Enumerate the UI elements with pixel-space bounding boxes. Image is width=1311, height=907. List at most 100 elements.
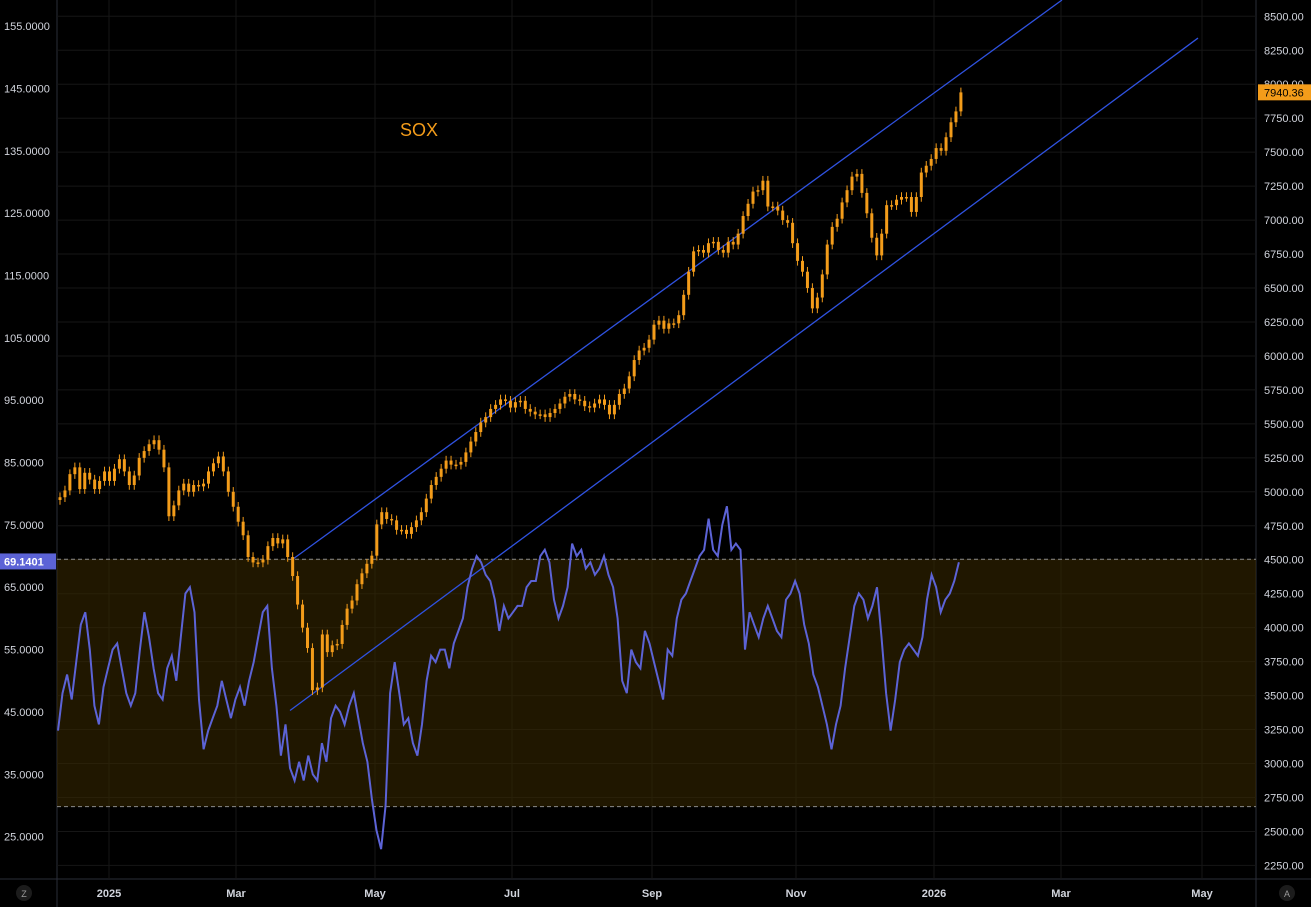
price-candle [523,396,527,414]
candle-body [810,288,814,309]
price-candle [73,462,77,479]
price-candle [845,185,849,208]
indicator-tick-label: 145.0000 [4,84,50,96]
price-candle [256,557,260,568]
candle-body [88,472,92,480]
price-candle [885,200,889,239]
indicator-tick-label: 115.0000 [4,271,49,283]
candle-body [726,241,730,253]
price-candle [810,283,814,314]
price-candle [424,493,428,517]
candle-body [83,472,87,490]
price-candle [711,237,715,248]
price-candle [672,318,676,329]
price-candle [306,622,309,653]
candle-body [405,529,408,534]
candle-body [73,467,77,475]
price-candle [627,371,631,394]
price-candle [449,455,453,470]
price-candle [489,404,493,422]
candle-body [825,244,829,275]
candle-body [702,249,705,253]
price-tick-label: 6000.00 [1264,351,1304,363]
candle-body [360,573,364,585]
candle-body [484,417,488,423]
price-candle [370,550,374,569]
candle-body [221,456,225,472]
price-candle [667,318,671,334]
candle-body [588,406,592,408]
candle-body [667,323,671,329]
candle-body [632,360,636,377]
candle-body [187,483,191,492]
time-tick-label: Mar [226,888,246,900]
last-value-labels: 7940.36 69.1401 [0,84,1311,570]
price-candle [914,192,918,217]
price-candle [187,478,191,497]
price-candle [484,412,488,428]
time-tick-label: May [364,888,386,900]
candle-body [736,233,740,245]
time-tick-label: Sep [642,888,662,900]
candle-body [63,490,67,498]
price-candle [375,519,379,561]
price-candle [330,640,334,657]
channel-upper-line [291,0,1063,561]
price-tick-label: 6500.00 [1264,283,1304,295]
axis-corner-right[interactable]: A [1279,885,1295,901]
scale-toggle-left[interactable] [16,885,32,901]
price-candle [900,192,903,205]
price-candle [553,404,557,418]
candle-body [919,172,923,197]
price-candle [177,485,181,511]
candle-body [855,173,859,177]
candle-body [533,411,537,415]
candle-body [731,241,735,245]
candle-body [598,399,602,404]
candle-body [192,485,196,492]
candle-body [291,557,295,577]
time-tick-label: May [1191,888,1213,900]
price-candle [830,222,834,250]
price-candle [474,427,478,447]
candle-body [513,402,517,408]
candle-body [231,491,235,507]
price-candle [439,463,443,482]
price-tick-label: 2500.00 [1264,826,1304,838]
price-candle [271,533,275,551]
candle-body [776,206,780,211]
candle-body [251,557,255,563]
price-candle [731,237,735,250]
price-last-value-badge [1258,84,1311,101]
price-candle [380,507,384,530]
price-candle [301,599,305,633]
indicator-tick-label: 65.0000 [4,582,44,594]
price-candle [954,106,958,128]
indicator-last-value: 69.1401 [4,556,44,568]
candle-body [617,393,621,405]
auto-scale-button[interactable] [1279,885,1295,901]
candle-body [904,196,908,199]
price-candle [315,682,319,695]
candle-body [296,576,300,605]
price-candle [746,199,750,221]
time-tick-label: Nov [786,888,808,900]
axis-corner-left[interactable]: Z [16,885,32,901]
candle-body [815,297,819,309]
price-candle [796,238,800,266]
time-tick-label: 2026 [922,888,946,900]
candle-body [949,122,953,138]
channel-lower-line [289,37,1199,712]
candle-body [494,404,498,409]
candle-body [315,687,319,691]
price-candle [815,292,819,314]
price-candle [726,237,730,258]
price-candle [860,169,864,198]
price-candle [241,516,245,541]
price-candle [429,480,433,504]
candle-body [672,323,676,325]
price-candle [870,208,874,243]
price-candle [697,245,701,257]
price-candle [721,245,725,258]
